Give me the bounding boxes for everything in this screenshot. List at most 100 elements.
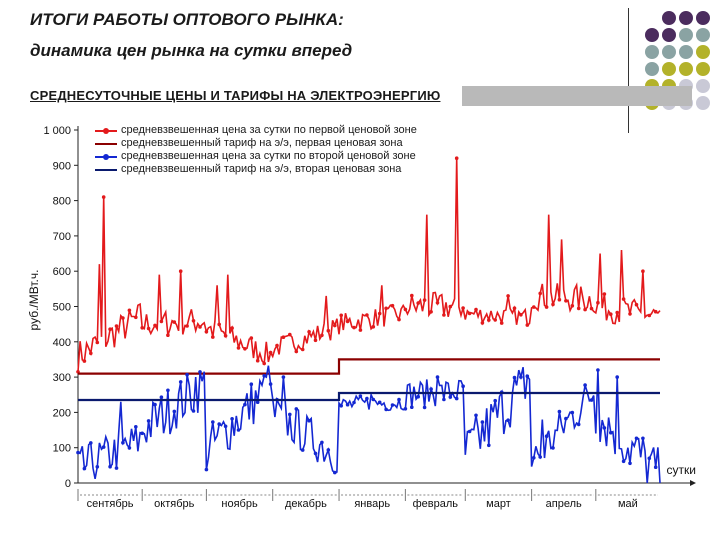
decor-divider: [628, 8, 629, 133]
data-point-price_zone2: [236, 428, 241, 432]
legend-swatch: [95, 153, 117, 161]
y-tick-label: 300: [53, 372, 71, 384]
x-axis-label: сутки: [667, 463, 696, 477]
data-point-price_zone2: [108, 464, 112, 469]
decor-dot: [662, 28, 676, 42]
legend-swatch: [95, 127, 117, 135]
data-point-price_zone2: [384, 407, 388, 412]
y-tick-label: 400: [53, 337, 71, 349]
data-point-price_zone2: [320, 440, 324, 445]
y-tick-label: 700: [53, 231, 71, 243]
series-line-price_zone1: [77, 158, 661, 372]
data-point-price_zone1: [114, 324, 119, 328]
data-point-price_zone2: [114, 466, 119, 470]
decor-dot: [679, 62, 693, 76]
data-point-price_zone2: [403, 407, 408, 411]
y-tick-label: 0: [65, 478, 71, 490]
data-point-price_zone1: [435, 301, 440, 305]
data-point-price_zone2: [159, 395, 164, 400]
decor-dot: [696, 45, 710, 59]
month-label: октябрь: [154, 498, 194, 510]
data-point-price_zone2: [358, 394, 363, 398]
data-point-price_zone1: [326, 328, 331, 333]
data-point-price_zone1: [243, 347, 247, 351]
data-point-price_zone1: [101, 195, 106, 199]
decor-dot: [679, 11, 693, 25]
data-point-price_zone1: [268, 350, 273, 355]
data-point-price_zone2: [596, 368, 600, 372]
data-point-price_zone2: [166, 388, 170, 393]
data-point-price_zone2: [564, 416, 568, 421]
data-point-price_zone1: [397, 317, 401, 322]
decor-dot: [679, 45, 693, 59]
data-point-price_zone1: [422, 298, 427, 302]
data-point-price_zone2: [512, 375, 517, 380]
data-point-price_zone2: [249, 382, 254, 387]
month-label: декабрь: [285, 498, 327, 510]
data-point-price_zone1: [300, 347, 305, 352]
data-point-price_zone1: [487, 318, 491, 322]
data-point-price_zone2: [461, 384, 465, 389]
data-point-price_zone1: [532, 305, 536, 309]
data-point-price_zone2: [101, 445, 106, 449]
data-point-price_zone1: [583, 307, 587, 312]
data-point-price_zone1: [108, 327, 112, 332]
data-point-price_zone2: [628, 461, 632, 466]
data-point-price_zone2: [621, 459, 626, 464]
data-point-price_zone1: [146, 326, 151, 331]
data-point-price_zone2: [95, 465, 100, 469]
data-point-price_zone2: [127, 446, 132, 450]
page-title: ИТОГИ РАБОТЫ ОПТОВОГО РЫНКА:: [30, 10, 344, 29]
data-point-price_zone2: [397, 397, 401, 402]
legend-swatch: [95, 166, 117, 174]
data-point-price_zone1: [288, 332, 292, 337]
data-point-price_zone2: [525, 374, 530, 379]
data-point-price_zone2: [506, 418, 510, 423]
data-point-price_zone2: [519, 375, 523, 379]
data-point-price_zone1: [191, 319, 196, 323]
data-point-price_zone2: [191, 409, 196, 413]
data-point-price_zone2: [307, 418, 311, 423]
data-point-price_zone2: [217, 422, 221, 426]
data-point-price_zone2: [326, 448, 331, 452]
banner-gray-bar: [462, 86, 692, 106]
legend-entry: средневзвешенный тариф на э/э, вторая це…: [95, 163, 417, 176]
data-point-price_zone2: [538, 455, 542, 459]
data-point-price_zone1: [551, 302, 555, 307]
data-point-price_zone2: [352, 400, 356, 405]
data-point-price_zone2: [339, 404, 344, 408]
data-point-price_zone1: [442, 313, 446, 317]
data-point-price_zone2: [243, 402, 247, 407]
data-point-price_zone1: [89, 351, 93, 356]
series-line-price_zone2: [77, 365, 661, 484]
data-point-price_zone1: [255, 358, 260, 363]
decor-dot: [696, 96, 710, 110]
decor-dot: [645, 28, 659, 42]
data-point-price_zone1: [127, 308, 132, 313]
data-point-price_zone2: [647, 456, 652, 461]
decor-dot: [679, 28, 693, 42]
data-point-price_zone1: [217, 322, 221, 327]
data-point-price_zone1: [454, 156, 459, 160]
data-point-price_zone2: [300, 448, 305, 452]
y-tick-label: 100: [53, 443, 71, 455]
data-point-price_zone2: [634, 436, 639, 441]
decor-dot: [696, 62, 710, 76]
data-point-price_zone1: [641, 269, 645, 274]
data-point-price_zone2: [255, 400, 260, 405]
data-point-price_zone2: [557, 409, 562, 414]
data-point-price_zone1: [499, 321, 504, 325]
y-tick-label: 1 000: [43, 125, 71, 137]
data-point-price_zone2: [435, 375, 440, 379]
data-point-price_zone1: [525, 323, 530, 327]
data-point-price_zone2: [602, 426, 607, 430]
legend-label: средневзвешенная цена за сутки по первой…: [121, 124, 417, 136]
data-point-price_zone2: [82, 466, 87, 471]
decor-dot: [645, 62, 659, 76]
data-point-price_zone2: [609, 430, 613, 435]
data-point-price_zone2: [390, 403, 395, 407]
data-point-price_zone1: [448, 304, 453, 309]
data-point-price_zone2: [172, 409, 177, 414]
data-point-price_zone2: [480, 420, 485, 424]
page-subtitle: динамика цен рынка на сутки вперед: [30, 41, 353, 60]
